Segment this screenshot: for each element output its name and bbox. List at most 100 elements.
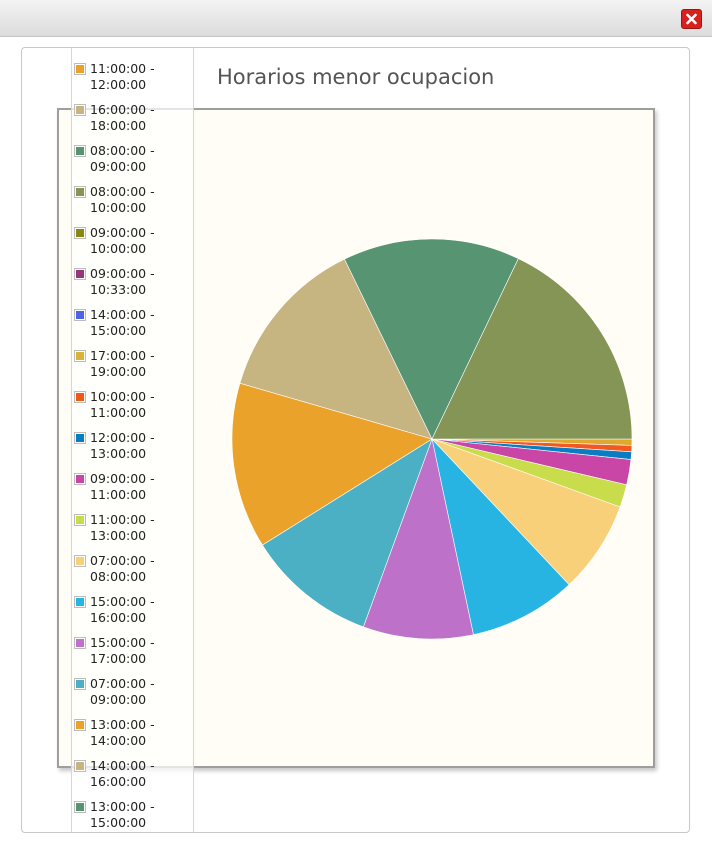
legend-label-line: 14:00:00: [90, 733, 147, 748]
legend-item[interactable]: 12:00:00 -13:00:00: [72, 426, 192, 467]
legend-label-line: 09:00:00: [90, 159, 147, 174]
legend-swatch: [74, 268, 86, 280]
legend-label-line: 10:00:00: [90, 200, 147, 215]
legend-swatch-color: [76, 557, 84, 565]
legend-label-line: 09:00:00: [90, 692, 147, 707]
legend-swatch-color: [76, 147, 84, 155]
legend-swatch: [74, 63, 86, 75]
legend-label: 08:00:00 -09:00:00: [90, 143, 190, 175]
legend-label-line: 08:00:00 -: [90, 184, 155, 199]
pie-slice[interactable]: [431, 438, 570, 636]
legend-item[interactable]: 11:00:00 -12:00:00: [72, 57, 192, 98]
legend-swatch-color: [76, 803, 84, 811]
legend-item[interactable]: 13:00:00 -15:00:00: [72, 795, 192, 836]
legend-swatch: [74, 391, 86, 403]
legend-label-line: 09:00:00 -: [90, 225, 155, 240]
legend-label-line: 15:00:00 -: [90, 594, 155, 609]
close-button[interactable]: [681, 9, 702, 29]
legend-label-line: 18:00:00: [90, 118, 147, 133]
legend-item[interactable]: 11:00:00 -13:00:00: [72, 508, 192, 549]
legend-label: 08:00:00 -10:00:00: [90, 184, 190, 216]
legend-label: 15:00:00 -17:00:00: [90, 635, 190, 667]
legend-label-line: 07:00:00 -: [90, 553, 155, 568]
pie-slice[interactable]: [431, 258, 633, 440]
legend-swatch-color: [76, 270, 84, 278]
legend-swatch-color: [76, 65, 84, 73]
legend-swatch-color: [76, 311, 84, 319]
legend-swatch-color: [76, 434, 84, 442]
legend-swatch: [74, 432, 86, 444]
legend-swatch: [74, 555, 86, 567]
legend-swatch: [74, 350, 86, 362]
legend-label-line: 15:00:00 -: [90, 635, 155, 650]
close-x-icon: [686, 13, 697, 25]
legend-label: 15:00:00 -16:00:00: [90, 594, 190, 626]
legend-item[interactable]: 07:00:00 -09:00:00: [72, 672, 192, 713]
pie-slice[interactable]: [231, 382, 433, 546]
pie-slice[interactable]: [262, 438, 433, 628]
legend-item[interactable]: 09:00:00 -10:00:00: [72, 221, 192, 262]
legend-label: 14:00:00 -15:00:00: [90, 307, 190, 339]
pie-slice[interactable]: [344, 238, 519, 440]
legend-item[interactable]: 08:00:00 -10:00:00: [72, 180, 192, 221]
legend-label-line: 17:00:00: [90, 651, 147, 666]
legend-item[interactable]: 16:00:00 -18:00:00: [72, 98, 192, 139]
legend-item[interactable]: 07:00:00 -08:00:00: [72, 549, 192, 590]
legend-label-line: 10:00:00: [90, 241, 147, 256]
legend-swatch-color: [76, 680, 84, 688]
chart-legend: 11:00:00 -12:00:00 16:00:00 -18:00:00 08:0…: [71, 48, 194, 832]
legend-swatch-color: [76, 762, 84, 770]
legend-swatch-color: [76, 475, 84, 483]
legend-swatch: [74, 309, 86, 321]
legend-label: 09:00:00 -11:00:00: [90, 471, 190, 503]
legend-label-line: 15:00:00: [90, 323, 147, 338]
legend-swatch-color: [76, 352, 84, 360]
legend-label: 14:00:00 -16:00:00: [90, 758, 190, 790]
legend-swatch: [74, 637, 86, 649]
legend-item[interactable]: 15:00:00 -17:00:00: [72, 631, 192, 672]
legend-swatch: [74, 104, 86, 116]
legend-label-line: 11:00:00: [90, 405, 147, 420]
legend-item[interactable]: 14:00:00 -16:00:00: [72, 754, 192, 795]
legend-item[interactable]: 15:00:00 -16:00:00: [72, 590, 192, 631]
legend-label-line: 13:00:00 -: [90, 717, 155, 732]
legend-item[interactable]: 13:00:00 -14:00:00: [72, 713, 192, 754]
legend-label: 13:00:00 -15:00:00: [90, 799, 190, 831]
legend-swatch: [74, 227, 86, 239]
legend-label-line: 11:00:00 -: [90, 61, 155, 76]
legend-label: 10:00:00 -11:00:00: [90, 389, 190, 421]
legend-item[interactable]: 10:00:00 -11:00:00: [72, 385, 192, 426]
legend-item[interactable]: 09:00:00 -10:33:00: [72, 262, 192, 303]
legend-label: 07:00:00 -08:00:00: [90, 553, 190, 585]
pie-slice[interactable]: [239, 258, 433, 440]
legend-item[interactable]: 09:00:00 -11:00:00: [72, 467, 192, 508]
legend-label-line: 12:00:00: [90, 77, 147, 92]
legend-swatch-color: [76, 106, 84, 114]
legend-swatch: [74, 145, 86, 157]
legend-swatch-color: [76, 188, 84, 196]
legend-label: 09:00:00 -10:00:00: [90, 225, 190, 257]
legend-label: 11:00:00 -13:00:00: [90, 512, 190, 544]
legend-label-line: 07:00:00 -: [90, 676, 155, 691]
legend-label-line: 10:33:00: [90, 282, 147, 297]
legend-swatch: [74, 514, 86, 526]
legend-swatch: [74, 186, 86, 198]
legend-swatch-color: [76, 516, 84, 524]
legend-label-line: 12:00:00 -: [90, 430, 155, 445]
legend-label-line: 14:00:00 -: [90, 758, 155, 773]
legend-label: 12:00:00 -13:00:00: [90, 430, 190, 462]
legend-label-line: 17:00:00 -: [90, 348, 155, 363]
legend-label-line: 11:00:00 -: [90, 512, 155, 527]
legend-label: 07:00:00 -09:00:00: [90, 676, 190, 708]
legend-swatch: [74, 760, 86, 772]
legend-swatch: [74, 596, 86, 608]
legend-label-line: 16:00:00: [90, 610, 147, 625]
legend-label: 16:00:00 -18:00:00: [90, 102, 190, 134]
legend-label-line: 13:00:00: [90, 528, 147, 543]
legend-label-line: 16:00:00: [90, 774, 147, 789]
pie-chart: [231, 238, 633, 640]
pie-slice[interactable]: [363, 437, 474, 640]
legend-item[interactable]: 17:00:00 -19:00:00: [72, 344, 192, 385]
legend-item[interactable]: 14:00:00 -15:00:00: [72, 303, 192, 344]
legend-item[interactable]: 08:00:00 -09:00:00: [72, 139, 192, 180]
